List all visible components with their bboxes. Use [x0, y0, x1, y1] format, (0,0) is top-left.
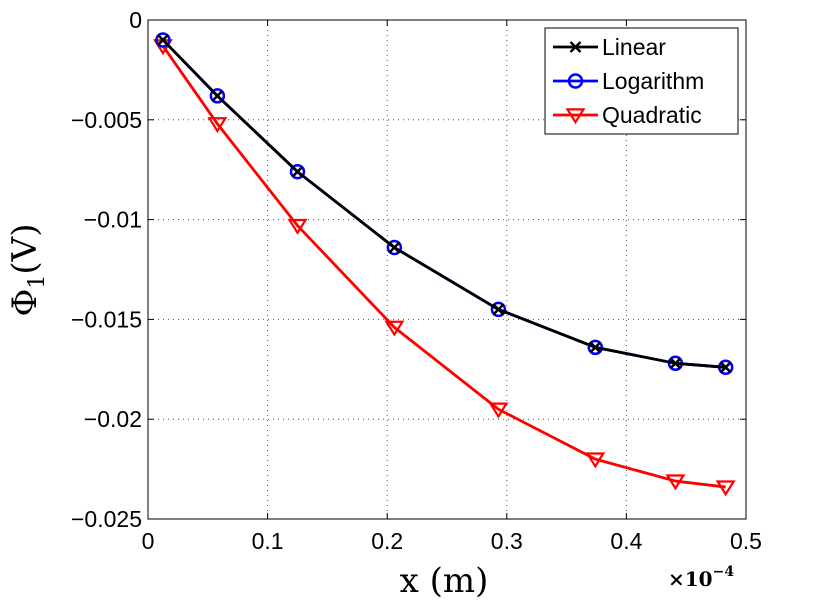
data-point-linear-stroke — [388, 241, 401, 254]
data-point-quadratic — [384, 320, 405, 337]
y-tick-label: −0.015 — [71, 306, 142, 332]
legend-swatch-marker-stroke — [569, 41, 582, 53]
data-point-linear — [291, 165, 304, 178]
x-tick-label: 0.3 — [491, 528, 523, 554]
series-layer — [152, 32, 736, 497]
x-tick-label: 0.1 — [252, 528, 284, 554]
x-multiplier: ×10−4 — [668, 564, 734, 591]
plot-frame — [147, 19, 747, 520]
x-multiplier-exponent: −4 — [713, 564, 735, 580]
x-tick-label: 0.2 — [371, 528, 403, 554]
y-axis-label-unit: (V) — [5, 224, 45, 275]
grid — [148, 20, 746, 519]
data-point-quadratic — [715, 480, 736, 497]
data-point-logarithm — [386, 239, 403, 256]
x-multiplier-base: ×10 — [668, 567, 713, 591]
y-tick-label: −0.025 — [71, 506, 142, 532]
data-point-linear — [492, 303, 505, 316]
series-line-linear — [161, 38, 726, 369]
legend-item-logarithm: Logarithm — [553, 68, 704, 94]
x-tick-label: 0.4 — [610, 528, 642, 554]
data-point-quadratic — [585, 452, 606, 469]
data-point-linear-stroke — [719, 361, 732, 374]
x-tick-label: 0 — [142, 528, 155, 554]
data-point-linear-stroke — [492, 303, 505, 316]
data-point-linear-stroke — [589, 341, 602, 354]
data-point-quadratic — [665, 474, 686, 491]
legend-swatch-marker — [567, 73, 584, 89]
data-point-linear — [589, 341, 602, 354]
series-linear — [157, 34, 732, 374]
legend-item-linear: Linear — [553, 34, 666, 60]
data-point-quadratic — [207, 117, 228, 134]
data-point-logarithm — [289, 163, 306, 180]
legend-item-quadratic: Quadratic — [553, 102, 702, 128]
legend-label: Logarithm — [602, 68, 704, 94]
y-tick-label: −0.005 — [71, 107, 142, 133]
data-point-logarithm — [209, 88, 226, 104]
data-point-quadratic — [488, 402, 509, 419]
legend-label: Linear — [602, 34, 666, 60]
x-axis-label: x (m) — [400, 561, 489, 601]
data-point-linear — [719, 361, 732, 374]
y-axis-label: Φ1(V) — [5, 224, 50, 317]
tick-labels: 0 0.1 0.2 0.3 0.4 0.5 0 −0.005 −0.01 −0.015 −0.02 −… — [71, 7, 762, 554]
ticks — [147, 19, 747, 520]
data-point-linear — [669, 357, 682, 370]
data-point-linear — [388, 241, 401, 254]
legend: Linear Logarithm Quadratic — [544, 27, 739, 135]
data-point-quadratic — [287, 218, 308, 235]
series-line-quadratic — [161, 45, 726, 489]
data-point-linear-stroke — [669, 357, 682, 370]
data-point-linear-stroke — [211, 89, 224, 102]
y-axis-label-sub: 1 — [25, 275, 50, 289]
data-point-linear-stroke — [291, 165, 304, 178]
x-tick-label: 0.5 — [730, 528, 762, 554]
y-tick-label: −0.02 — [84, 406, 142, 432]
y-tick-label: 0 — [129, 7, 142, 33]
data-point-linear-stroke — [157, 34, 169, 46]
data-point-logarithm — [155, 32, 171, 48]
data-point-linear — [211, 89, 224, 102]
y-axis-label-main: Φ — [5, 289, 45, 317]
y-tick-label: −0.01 — [84, 207, 142, 233]
legend-swatch-marker — [569, 41, 582, 53]
legend-swatch-marker — [565, 108, 586, 125]
data-point-logarithm — [490, 301, 507, 318]
data-point-linear — [157, 34, 169, 46]
legend-label: Quadratic — [602, 102, 702, 128]
